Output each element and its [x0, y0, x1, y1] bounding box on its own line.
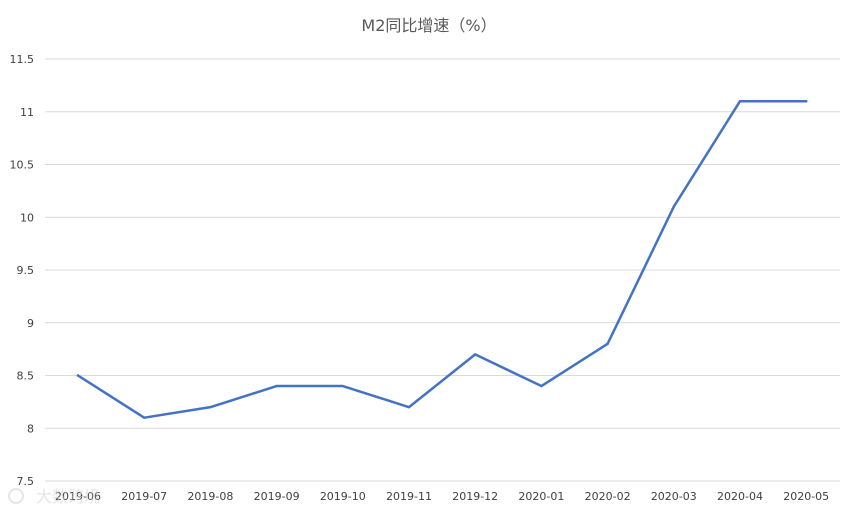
x-tick-label: 2020-05 — [783, 490, 829, 503]
chart-title: M2同比增速（%） — [361, 16, 496, 35]
x-tick-label: 2019-12 — [452, 490, 498, 503]
watermark: 大数跨境 — [8, 487, 100, 506]
x-axis-ticks: 2019-06 2019-07 2019-08 2019-09 2019-10 2019-… — [55, 490, 829, 503]
data-point — [209, 405, 212, 409]
series-layer — [76, 99, 808, 419]
x-tick-label: 2020-02 — [585, 490, 631, 503]
x-tick-label: 2019-11 — [386, 490, 432, 503]
x-tick-label: 2019-09 — [254, 490, 300, 503]
series-line — [76, 99, 808, 419]
y-tick-label: 8 — [27, 422, 34, 435]
data-point — [672, 205, 675, 208]
data-point — [474, 353, 477, 356]
data-point — [275, 384, 278, 388]
data-point — [76, 374, 80, 377]
y-tick-label: 11.5 — [10, 53, 35, 66]
data-point — [143, 416, 146, 419]
x-tick-label: 2020-03 — [651, 490, 697, 503]
data-point — [341, 384, 344, 388]
watermark-text: 大数跨境 — [36, 487, 100, 506]
x-tick-label: 2020-01 — [518, 490, 564, 503]
watermark-logo-icon — [8, 488, 24, 504]
x-tick-label: 2019-07 — [121, 490, 167, 503]
y-tick-label: 9.5 — [17, 264, 35, 277]
data-point — [407, 405, 411, 409]
y-axis-ticks: 7.5 8 8.5 9 9.5 10 10.5 11 11.5 — [10, 53, 35, 488]
y-tick-label: 9 — [27, 317, 34, 330]
data-point — [540, 384, 543, 388]
grid-lines — [45, 58, 840, 482]
y-tick-label: 10 — [20, 211, 34, 224]
y-tick-label: 11 — [20, 106, 34, 119]
y-tick-label: 8.5 — [17, 370, 35, 383]
data-point — [738, 100, 742, 103]
y-tick-label: 7.5 — [17, 475, 35, 488]
x-tick-label: 2019-10 — [320, 490, 366, 503]
x-tick-label: 2019-06 — [55, 490, 101, 503]
x-tick-label: 2019-08 — [187, 490, 233, 503]
x-tick-label: 2020-04 — [717, 490, 763, 503]
data-point — [606, 342, 609, 346]
data-point — [805, 100, 808, 103]
y-tick-label: 10.5 — [10, 159, 35, 172]
